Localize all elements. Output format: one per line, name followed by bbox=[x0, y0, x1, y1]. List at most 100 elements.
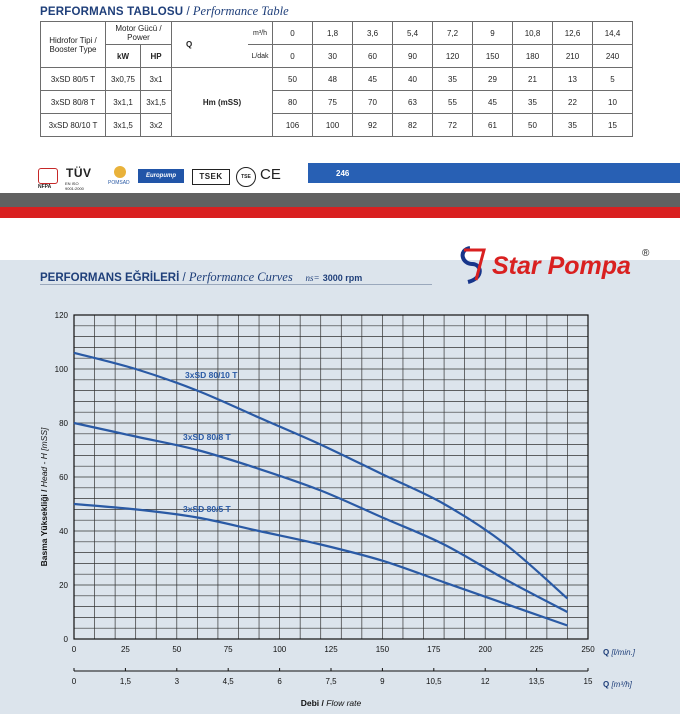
divider-grey-band bbox=[0, 193, 680, 207]
unit-m3h: m³/h bbox=[248, 21, 273, 45]
y-axis-title-italic: Head - H [mSS] bbox=[39, 427, 49, 487]
tuv-logo-icon: TÜV bbox=[66, 166, 92, 180]
x-tick-label-m3h: 1,5 bbox=[120, 677, 132, 686]
x-tick-label-m3h: 9 bbox=[380, 677, 385, 686]
x-tick-label-lmin: 200 bbox=[479, 645, 493, 654]
unit-m3h: [m³/h] bbox=[610, 680, 632, 689]
flow-m3h: 5,4 bbox=[392, 21, 433, 45]
x-tick-label-lmin: 125 bbox=[324, 645, 338, 654]
flow-m3h: 7,2 bbox=[432, 21, 473, 45]
brand-name: Star Pompa bbox=[492, 252, 631, 280]
x-axis-unit-m3h: Q [m³/h] bbox=[603, 680, 633, 689]
y-axis-title: Basma Yüksekliği / Head - H [mSS] bbox=[39, 427, 49, 566]
cell-head: 21 bbox=[512, 67, 553, 91]
series-label: 3xSD 80/8 T bbox=[183, 432, 232, 442]
unit-lmin: [l/min.] bbox=[610, 648, 635, 657]
col-header-hp: HP bbox=[140, 44, 172, 68]
flow-ldak: 210 bbox=[552, 44, 593, 68]
cell-head: 48 bbox=[312, 67, 353, 91]
chart-grid bbox=[73, 314, 589, 640]
x-tick-label-lmin: 150 bbox=[376, 645, 390, 654]
cell-head: 35 bbox=[552, 113, 593, 137]
header-gap bbox=[0, 218, 680, 260]
tsek-logo-icon: TSEK bbox=[192, 169, 230, 185]
series-line bbox=[73, 351, 569, 600]
curves-title: PERFORMANS EĞRİLERİ / Performance Curves… bbox=[40, 270, 363, 284]
y-tick-label: 40 bbox=[59, 527, 68, 536]
x-tick-label-m3h: 0 bbox=[72, 677, 77, 686]
row-kw: 3x1,5 bbox=[105, 113, 141, 137]
x-axis-unit-lmin: Q [l/min.] bbox=[603, 648, 636, 657]
row-kw: 3x0,75 bbox=[105, 67, 141, 91]
table-row: 3xSD 80/10 T 3x1,5 3x2 106 100 92 82 72 … bbox=[40, 113, 633, 137]
ce-mark-icon: CE bbox=[260, 166, 281, 183]
row-type: 3xSD 80/8 T bbox=[40, 90, 106, 114]
cell-head: 15 bbox=[592, 113, 633, 137]
cell-head: 75 bbox=[312, 90, 353, 114]
title-underline bbox=[40, 284, 432, 285]
y-tick-label: 100 bbox=[55, 365, 69, 374]
x-tick-label-m3h: 10,5 bbox=[426, 677, 442, 686]
flow-ldak: 180 bbox=[512, 44, 553, 68]
row-header-hm: Hm (mSS) bbox=[171, 67, 273, 137]
nfpa-logo-icon bbox=[38, 168, 58, 184]
star-pompa-emblem-icon bbox=[460, 246, 486, 284]
cell-head: 50 bbox=[512, 113, 553, 137]
table-row: 3xSD 80/8 T 3x1,1 3x1,5 80 75 70 63 55 4… bbox=[40, 90, 633, 114]
y-tick-label: 0 bbox=[64, 635, 69, 644]
tse-logo-icon: TSE bbox=[236, 167, 256, 187]
cell-head: 45 bbox=[472, 90, 513, 114]
x-axis-title-italic: Flow rate bbox=[326, 698, 361, 708]
x-tick-label-m3h: 7,5 bbox=[325, 677, 337, 686]
series-label: 3xSD 80/10 T bbox=[185, 370, 238, 380]
table-title: PERFORMANS TABLOSU / Performance Table bbox=[40, 4, 289, 18]
y-tick-label: 60 bbox=[59, 473, 68, 482]
x-tick-label-m3h: 12 bbox=[481, 677, 490, 686]
cell-head: 10 bbox=[592, 90, 633, 114]
row-type: 3xSD 80/10 T bbox=[40, 113, 106, 137]
col-header-power: Motor Gücü / Power bbox=[105, 21, 172, 45]
europump-logo-icon: Europump bbox=[138, 169, 184, 183]
tuv-sub: EN ISO 9001:2000 bbox=[65, 181, 84, 191]
col-header-q: Q bbox=[171, 21, 248, 68]
page-number-bar bbox=[308, 163, 680, 183]
x-tick-label-lmin: 50 bbox=[172, 645, 181, 654]
performance-table: Hidrofor Tipi / Booster Type Motor Gücü /… bbox=[40, 21, 633, 137]
cell-head: 29 bbox=[472, 67, 513, 91]
nfpa-label: NFPA bbox=[38, 184, 52, 190]
x-tick-label-lmin: 0 bbox=[72, 645, 77, 654]
x-axis-title: Debi / Flow rate bbox=[301, 698, 362, 708]
flow-ldak: 0 bbox=[272, 44, 313, 68]
x-tick-label-m3h: 4,5 bbox=[223, 677, 235, 686]
series-label: 3xSD 80/5 T bbox=[183, 504, 232, 514]
row-type: 3xSD 80/5 T bbox=[40, 67, 106, 91]
series-line bbox=[73, 502, 568, 627]
row-hp: 3x1 bbox=[140, 67, 172, 91]
x-tick-label-lmin: 250 bbox=[581, 645, 595, 654]
x-tick-label-m3h: 3 bbox=[175, 677, 180, 686]
flow-ldak: 240 bbox=[592, 44, 633, 68]
x-tick-label-m3h: 13,5 bbox=[529, 677, 545, 686]
x-tick-label-lmin: 175 bbox=[427, 645, 441, 654]
brand-registered: ® bbox=[642, 248, 650, 259]
y-tick-label: 80 bbox=[59, 419, 68, 428]
cell-head: 61 bbox=[472, 113, 513, 137]
flow-m3h: 10,8 bbox=[512, 21, 553, 45]
chart-series: 3xSD 80/10 T 3xSD 80/8 T 3xSD 80/5 T bbox=[73, 351, 569, 627]
y-tick-label: 20 bbox=[59, 581, 68, 590]
series-line bbox=[73, 421, 568, 613]
x-tick-label-lmin: 75 bbox=[224, 645, 233, 654]
divider-red-band bbox=[0, 207, 680, 218]
flow-m3h: 12,6 bbox=[552, 21, 593, 45]
y-tick-label: 120 bbox=[55, 311, 69, 320]
x-tick-label-m3h: 6 bbox=[277, 677, 282, 686]
x-tick-label-lmin: 100 bbox=[273, 645, 287, 654]
x-tick-label-lmin: 25 bbox=[121, 645, 130, 654]
x-tick-label-lmin: 225 bbox=[530, 645, 544, 654]
row-hp: 3x2 bbox=[140, 113, 172, 137]
chart-labels: Q [l/min.] Q [m³/h] Debi / Flow rate Basma … bbox=[39, 427, 636, 708]
pomsad-label: POMSAD bbox=[108, 180, 130, 186]
page-number: 246 bbox=[336, 169, 350, 178]
